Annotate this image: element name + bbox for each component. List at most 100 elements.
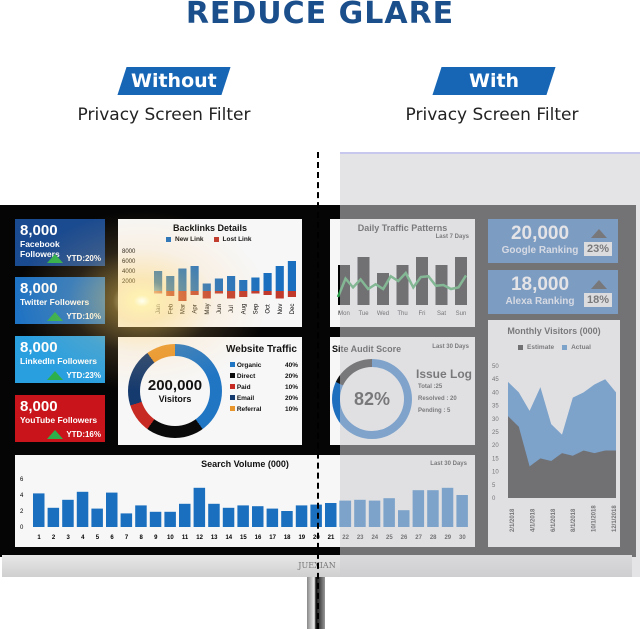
x-tick-label: 24	[371, 535, 378, 541]
alexa-label: Alexa Ranking	[505, 296, 575, 307]
x-tick-label: Tue	[358, 311, 369, 317]
x-tick-label: Nov	[278, 304, 284, 315]
search-bar	[295, 505, 308, 527]
x-tick-label: 2	[52, 535, 56, 541]
x-tick-label: 21	[328, 535, 335, 541]
search-title: Search Volume (000)	[201, 459, 289, 469]
backlinks-legend: New Link Lost Link	[166, 236, 251, 243]
x-tick-label: 23	[357, 535, 364, 541]
search-bar	[62, 499, 74, 527]
followers-label: Twitter Followers	[20, 297, 90, 307]
x-tick-label: 2/1/2018	[510, 508, 516, 532]
search-bar	[33, 493, 45, 527]
traffic-bar	[396, 265, 409, 305]
x-tick-label: Dec	[290, 304, 296, 315]
issue-pending: Pending : 5	[418, 408, 451, 414]
x-tick-label: 15	[240, 535, 247, 541]
x-tick-label: 4/1/2018	[530, 508, 536, 532]
up-triangle-icon	[47, 254, 64, 263]
lost-link-bar	[263, 291, 272, 295]
x-tick-label: 12	[196, 535, 203, 541]
segment-name: Referral	[236, 406, 262, 413]
backlinks-chart: 8000 6000 4000 2000 Jan Feb Mar Apr May Jun Jul Aug…	[122, 249, 296, 315]
search-bar	[339, 500, 352, 527]
segment-pct: 20%	[284, 395, 298, 402]
x-tick-label: Mar	[180, 304, 186, 314]
search-bar	[383, 498, 395, 527]
social-card: 8,000 YouTube Followers YTD:16%	[15, 395, 105, 442]
search-bar	[222, 507, 235, 527]
visitors-label: Visitors	[158, 394, 192, 404]
legend-new-link: New Link	[175, 236, 204, 243]
lost-link-bar	[251, 291, 260, 294]
search-bar	[120, 513, 133, 527]
site-audit-title: Site Audit Score	[332, 344, 402, 354]
site-audit-panel: Site Audit Score Last 30 Days 82% Issue …	[330, 337, 475, 445]
search-bar	[354, 499, 366, 527]
website-traffic-panel: 200,000 Visitors Website Traffic Organic…	[118, 337, 302, 445]
without-label: Without	[131, 70, 217, 92]
x-tick-label: 7	[125, 535, 129, 541]
segment-pct: 20%	[284, 373, 298, 380]
x-tick-label: 11	[182, 535, 189, 541]
x-tick-label: 8/1/2018	[571, 508, 577, 532]
issue-log-title: Issue Log	[416, 367, 473, 381]
x-tick-label: 1	[37, 535, 41, 541]
followers-value: 8,000	[20, 398, 58, 415]
divider-line	[317, 152, 319, 629]
website-traffic-title: Website Traffic	[226, 344, 297, 355]
search-bar	[441, 487, 454, 527]
lost-link-bar	[178, 291, 187, 301]
segment-pct: 10%	[284, 384, 298, 391]
up-arrow-icon	[591, 229, 607, 238]
x-tick-label: 18	[284, 535, 291, 541]
y-tick-label: 35	[492, 404, 499, 410]
y-tick-label: 20	[492, 443, 499, 449]
y-tick-label: 30	[492, 417, 499, 423]
search-bar	[91, 508, 103, 527]
daily-period: Last 7 Days	[435, 234, 469, 240]
y-tick-label: 8000	[122, 249, 136, 255]
y-tick-label: 2000	[122, 279, 136, 285]
x-tick-label: 10	[167, 535, 174, 541]
lost-link-bar	[214, 291, 223, 294]
x-tick-label: 20	[313, 535, 320, 541]
y-tick-label: 0	[492, 496, 496, 502]
x-tick-label: Aug	[241, 304, 247, 315]
y-tick-label: 6	[20, 477, 24, 483]
brand-logo: JUEXIAN	[298, 561, 336, 570]
new-link-bar	[263, 273, 272, 291]
x-tick-label: 19	[298, 535, 305, 541]
x-tick-label: 30	[459, 535, 466, 541]
search-bar	[76, 491, 89, 527]
lost-link-bar	[154, 291, 163, 294]
search-bar	[427, 490, 439, 527]
y-tick-label: 6000	[122, 259, 136, 265]
social-card: 8,000 Twitter Followers YTD:10%	[15, 277, 105, 324]
google-value: 20,000	[510, 223, 570, 244]
segment-name: Direct	[236, 373, 256, 380]
page-title: REDUCE GLARE	[185, 0, 455, 31]
google-ranking-card: 20,000 Google Ranking 23%	[488, 219, 618, 263]
lost-link-bar	[227, 291, 236, 299]
lost-link-bar	[202, 291, 211, 299]
y-tick-label: 0	[20, 525, 24, 531]
followers-label: YouTube Followers	[20, 415, 98, 425]
lost-link-bar	[190, 291, 199, 295]
alexa-pct: 18%	[583, 293, 612, 307]
x-tick-label: Mon	[338, 311, 350, 317]
with-tag: With	[432, 67, 556, 95]
ytd-value: YTD:20%	[66, 254, 101, 263]
lost-link-bar	[239, 291, 248, 297]
x-tick-label: 6	[110, 535, 114, 541]
segment-pct: 10%	[284, 406, 298, 413]
monthly-visitors-panel: Monthly Visitors (000) Estimate Actual 50…	[488, 320, 620, 547]
traffic-legend-item: Organic 40%	[230, 362, 298, 369]
x-tick-label: May	[205, 303, 211, 314]
x-tick-label: Thu	[397, 311, 407, 317]
new-link-bar	[251, 277, 260, 291]
up-arrow-icon	[591, 280, 607, 289]
social-card: 8,000 LinkedIn Followers YTD:23%	[15, 336, 105, 383]
y-tick-label: 15	[492, 456, 499, 462]
